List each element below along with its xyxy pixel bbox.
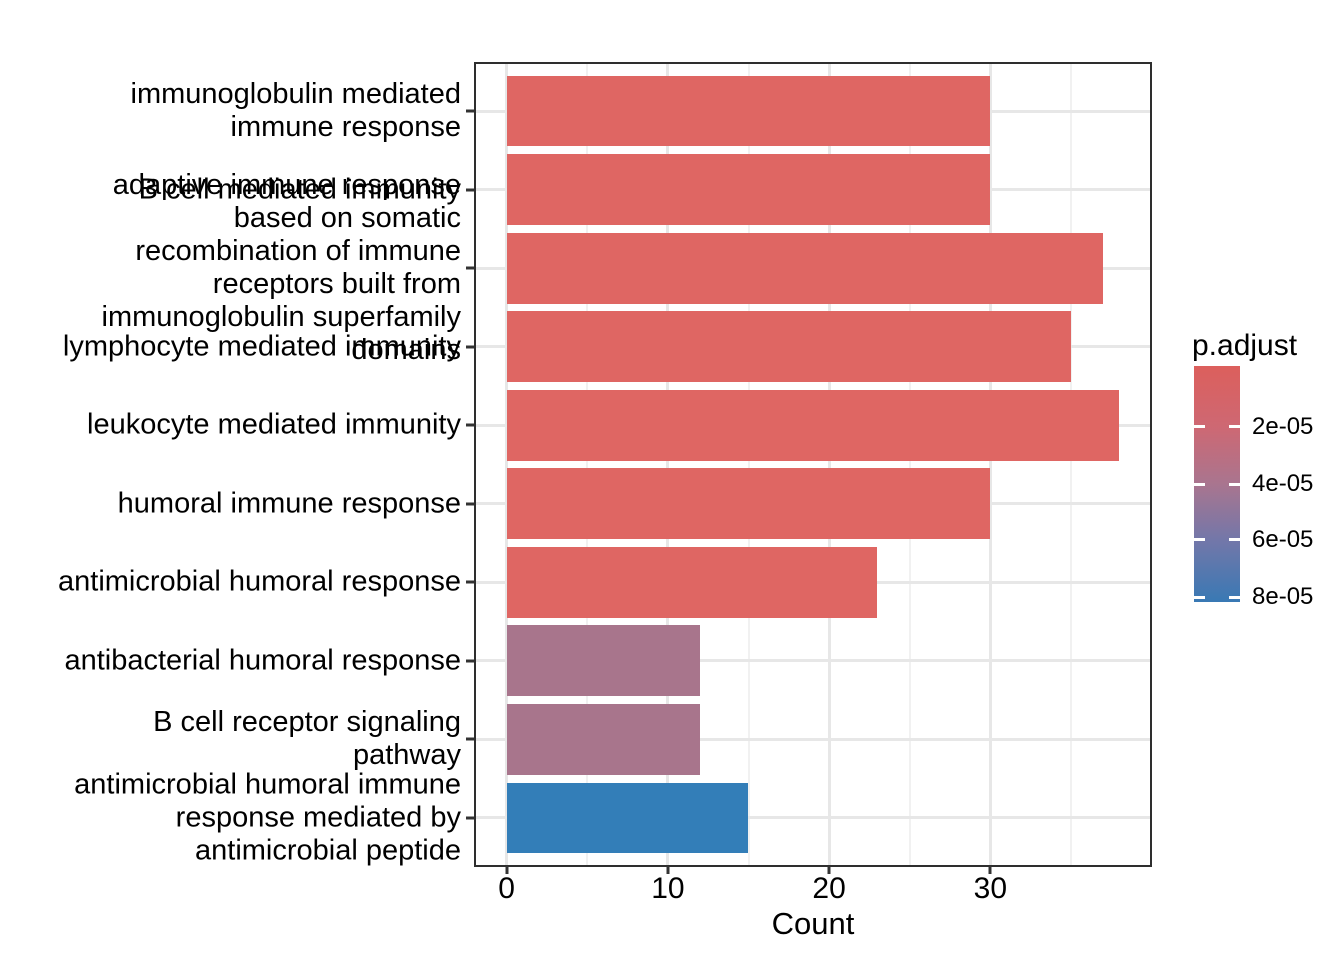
legend-title: p.adjust — [1192, 329, 1298, 362]
legend-tick — [1229, 595, 1240, 599]
y-axis-label: humoral immune response — [117, 487, 461, 520]
x-tick-label: 0 — [498, 872, 515, 905]
x-axis-tick — [988, 866, 992, 874]
y-axis-label: antibacterial humoral response — [64, 644, 461, 677]
bar — [506, 154, 991, 225]
bar — [506, 625, 701, 697]
gridline-minor-vertical — [1069, 64, 1072, 865]
bar — [506, 389, 1120, 461]
x-axis-tick — [827, 866, 831, 874]
bar — [506, 468, 991, 540]
legend-tick — [1229, 482, 1240, 486]
y-axis-label: antimicrobial humoral immune response me… — [74, 768, 461, 867]
legend-tick — [1229, 425, 1240, 429]
gridline-major-vertical — [827, 64, 831, 865]
y-axis-label: adaptive immune response based on somati… — [101, 169, 461, 367]
y-axis-tick — [466, 423, 474, 427]
y-axis-label: leukocyte mediated immunity — [87, 408, 461, 441]
y-axis-label: immunoglobulin mediated immune response — [130, 78, 461, 144]
bar — [506, 782, 749, 854]
gridline-major-vertical — [666, 64, 670, 865]
gridline-major-horizontal — [476, 737, 1150, 741]
gridline-major-horizontal — [476, 659, 1150, 663]
bar — [506, 311, 1071, 383]
y-axis-tick — [466, 580, 474, 584]
y-axis-tick — [466, 109, 474, 113]
legend-tick — [1194, 482, 1205, 486]
legend-tick-label: 6e-05 — [1252, 525, 1314, 553]
y-axis-tick — [466, 266, 474, 270]
legend-tick — [1194, 538, 1205, 542]
x-axis-tick — [666, 866, 670, 874]
gridline-minor-vertical — [586, 64, 589, 865]
bar — [506, 75, 991, 147]
legend-tick-label: 8e-05 — [1252, 583, 1314, 611]
x-tick-label: 10 — [651, 872, 685, 905]
x-tick-label: 30 — [973, 872, 1008, 905]
gridline-major-vertical — [505, 64, 509, 865]
y-axis-tick — [466, 345, 474, 349]
x-tick-label: 20 — [812, 872, 846, 905]
y-axis-tick — [466, 502, 474, 506]
legend-tick-label: 2e-05 — [1252, 412, 1314, 440]
x-axis-title: Count — [771, 906, 855, 941]
legend-tick — [1229, 538, 1240, 542]
y-axis-tick — [466, 816, 474, 820]
y-axis-tick — [466, 737, 474, 741]
bar — [506, 546, 878, 618]
gridline-major-vertical — [988, 64, 992, 865]
plot-panel — [474, 62, 1152, 867]
gridline-minor-vertical — [908, 64, 911, 865]
gridline-major-horizontal — [476, 816, 1150, 820]
legend-tick — [1194, 595, 1205, 599]
y-axis-label: B cell mediated immunity — [138, 173, 461, 206]
legend-tick — [1194, 425, 1205, 429]
y-axis-label: lymphocyte mediated immunity — [62, 330, 461, 363]
y-axis-tick — [466, 659, 474, 663]
gridline-minor-vertical — [747, 64, 750, 865]
y-axis-label: antimicrobial humoral response — [58, 565, 461, 598]
bar — [506, 704, 701, 775]
legend-gradient-bar — [1194, 366, 1240, 602]
y-axis-label: B cell receptor signaling pathway — [153, 706, 461, 772]
y-axis-tick — [466, 188, 474, 192]
x-axis-tick — [505, 866, 509, 874]
bar — [506, 232, 1104, 304]
legend-tick-label: 4e-05 — [1252, 470, 1314, 497]
